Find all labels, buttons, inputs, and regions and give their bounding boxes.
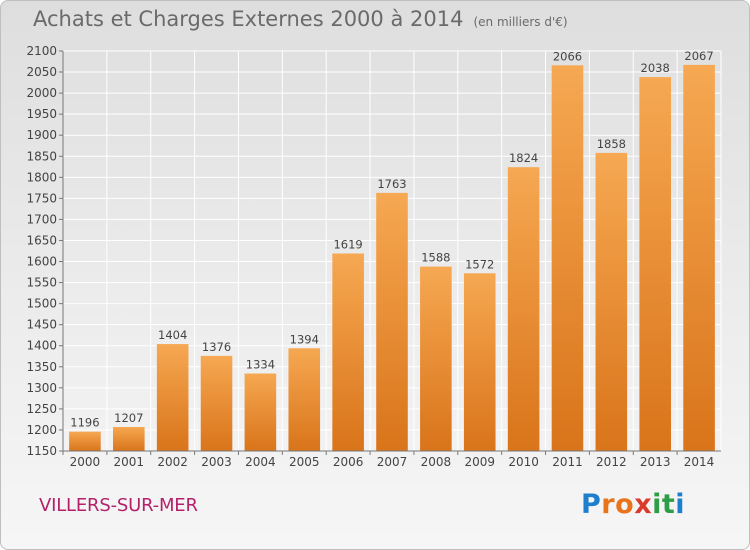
value-label: 1858 xyxy=(597,137,626,151)
value-label: 2066 xyxy=(553,49,582,63)
y-tick-label: 1550 xyxy=(26,276,57,290)
logo-letter: P xyxy=(581,489,602,520)
logo-letter: o xyxy=(615,489,635,520)
y-tick-label: 1650 xyxy=(26,233,57,247)
y-tick-label: 1950 xyxy=(26,107,57,121)
labels: 1150 1200 1250 1300 1350 1400 1450 1500 1550 1600… xyxy=(26,44,714,469)
x-tick-label: 2000 xyxy=(70,455,101,469)
bar xyxy=(376,192,408,452)
logo-letter: r xyxy=(601,489,616,520)
x-tick-label: 2011 xyxy=(552,455,583,469)
value-label: 1376 xyxy=(202,340,231,354)
commune-name: VILLERS-SUR-MER xyxy=(39,495,198,516)
y-tick-label: 1700 xyxy=(26,212,57,226)
y-tick-label: 1600 xyxy=(26,255,57,269)
bars xyxy=(69,64,715,452)
value-label: 1824 xyxy=(509,151,538,165)
value-label: 2038 xyxy=(641,61,670,75)
bar xyxy=(507,167,540,452)
value-label: 1394 xyxy=(290,332,319,346)
bar xyxy=(113,427,145,451)
y-tick-label: 1500 xyxy=(26,297,57,311)
bar xyxy=(551,65,584,451)
logo-letter: i xyxy=(675,489,686,520)
value-label: 1404 xyxy=(158,328,187,342)
y-tick-label: 1150 xyxy=(26,444,57,458)
logo-letter: i xyxy=(652,489,662,520)
value-label: 1619 xyxy=(333,238,362,252)
y-tick-label: 1350 xyxy=(26,360,57,374)
y-tick-label: 1750 xyxy=(26,191,57,205)
title-text: Achats et Charges Externes 2000 à 2014 xyxy=(33,7,464,31)
y-tick-label: 1250 xyxy=(26,402,57,416)
y-tick-label: 2000 xyxy=(26,86,57,100)
y-tick-label: 2100 xyxy=(26,44,57,58)
bar xyxy=(463,273,496,451)
chart-subtitle: (en milliers d'€) xyxy=(473,15,568,29)
y-tick-label: 1300 xyxy=(26,381,57,395)
value-label: 1207 xyxy=(114,411,143,425)
y-tick-label: 1450 xyxy=(26,318,57,332)
bar xyxy=(639,77,671,452)
logo-letter: t xyxy=(661,489,676,520)
x-tick-label: 2008 xyxy=(421,455,452,469)
x-tick-label: 2009 xyxy=(464,455,495,469)
x-tick-label: 2013 xyxy=(640,455,671,469)
x-tick-label: 2004 xyxy=(245,455,276,469)
x-tick-label: 2002 xyxy=(157,455,188,469)
bar xyxy=(156,344,189,451)
proxiti-logo[interactable]: Proxiti xyxy=(581,489,685,520)
bar xyxy=(595,152,628,452)
bar xyxy=(244,373,277,451)
value-label: 1588 xyxy=(421,251,450,265)
x-tick-label: 2005 xyxy=(289,455,320,469)
axes xyxy=(59,50,721,455)
y-tick-label: 2050 xyxy=(26,65,57,79)
value-label: 1763 xyxy=(377,177,406,191)
bar xyxy=(200,355,233,451)
value-label: 1196 xyxy=(70,416,99,430)
bar xyxy=(288,348,321,451)
bar xyxy=(69,431,101,451)
y-tick-label: 1850 xyxy=(26,149,57,163)
x-tick-label: 2012 xyxy=(596,455,627,469)
x-tick-label: 2014 xyxy=(684,455,715,469)
x-tick-label: 2003 xyxy=(201,455,232,469)
x-tick-label: 2010 xyxy=(508,455,539,469)
chart-title: Achats et Charges Externes 2000 à 2014 (e… xyxy=(33,7,568,31)
y-tick-label: 1900 xyxy=(26,128,57,142)
bar xyxy=(332,253,364,451)
y-tick-label: 1400 xyxy=(26,339,57,353)
logo-letter: x xyxy=(634,489,653,520)
value-label: 1572 xyxy=(465,257,494,271)
y-tick-label: 1200 xyxy=(26,423,57,437)
x-tick-label: 2006 xyxy=(333,455,364,469)
value-label: 1334 xyxy=(246,358,275,372)
bar xyxy=(420,266,452,451)
x-tick-label: 2007 xyxy=(377,455,408,469)
value-label: 2067 xyxy=(684,49,713,63)
bar xyxy=(683,64,715,451)
y-tick-label: 1800 xyxy=(26,170,57,184)
x-tick-label: 2001 xyxy=(114,455,145,469)
